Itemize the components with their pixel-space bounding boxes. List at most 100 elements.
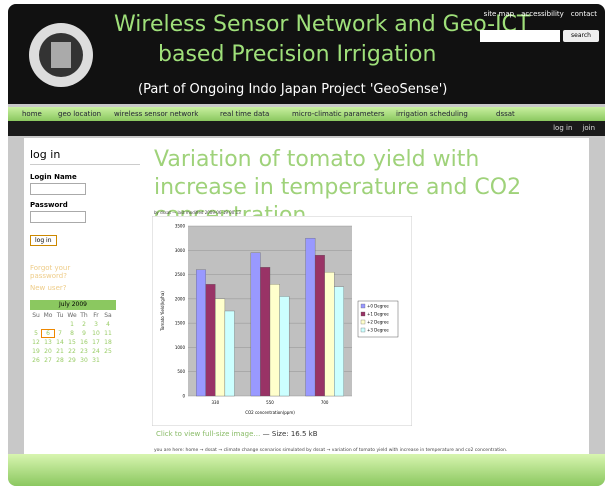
date[interactable]: 28 <box>56 357 64 364</box>
weekday: Tu <box>56 312 64 319</box>
date[interactable]: 31 <box>92 357 100 364</box>
date[interactable]: 18 <box>104 339 112 346</box>
date[interactable]: 14 <box>56 339 64 346</box>
date[interactable]: 27 <box>44 357 52 364</box>
password-input[interactable] <box>30 211 86 223</box>
search-button[interactable]: search <box>563 30 599 42</box>
bar <box>196 269 206 397</box>
date[interactable]: 24 <box>92 348 100 355</box>
calendar: July 2009 Su Mo Tu We Th Fr Sa 1 2 3 4 5 6 7 8 9 10 11 12 1… <box>30 300 116 364</box>
calendar-month: July 2009 <box>30 300 116 310</box>
legend-swatch <box>360 303 366 309</box>
y-tick-label: 0 <box>182 394 185 399</box>
date[interactable]: 29 <box>68 357 76 364</box>
date[interactable]: 30 <box>80 357 88 364</box>
login-button[interactable]: log in <box>30 235 57 246</box>
link-text[interactable]: Click to view full-size image… <box>156 430 261 438</box>
date[interactable]: 13 <box>44 339 52 346</box>
weekday: Sa <box>104 312 112 319</box>
image-size: — Size: 16.5 kB <box>262 430 318 438</box>
label: Login Name <box>30 173 77 181</box>
nav-item[interactable]: dssat <box>496 110 515 118</box>
logo <box>29 23 93 87</box>
date[interactable]: 9 <box>82 330 86 337</box>
date[interactable]: 19 <box>32 348 40 355</box>
blank <box>30 321 42 328</box>
date[interactable]: 16 <box>80 339 88 346</box>
page: Wireless Sensor Network and Geo-ICT base… <box>8 4 605 486</box>
y-tick-label: 2000 <box>175 296 186 301</box>
weekday: Mo <box>43 312 53 319</box>
nav-item[interactable]: wireless sensor network <box>114 110 199 118</box>
nav-item[interactable]: irrigation scheduling <box>396 110 468 118</box>
x-tick-label: 700 <box>321 400 329 405</box>
date[interactable]: 8 <box>70 330 74 337</box>
date[interactable]: 7 <box>58 330 62 337</box>
forgot-link[interactable]: Forgot your password? <box>30 264 71 280</box>
byline: by dssat — last modified 2009-06-19 00:1… <box>154 210 241 215</box>
nav-item[interactable]: micro-climatic parameters <box>292 110 385 118</box>
bar <box>215 298 226 397</box>
date[interactable]: 22 <box>68 348 76 355</box>
nav-item[interactable]: real time data <box>220 110 270 118</box>
date[interactable]: 25 <box>104 348 112 355</box>
y-tick-label: 2500 <box>175 272 186 277</box>
search-input[interactable] <box>480 30 560 42</box>
date[interactable]: 1 <box>70 321 74 328</box>
legend-swatch <box>360 311 366 317</box>
legend-label: +0 Degree <box>367 304 389 309</box>
sidebar-heading: log in <box>30 148 140 165</box>
link[interactable]: accessibility <box>521 10 564 18</box>
bar <box>314 254 325 397</box>
y-tick-label: 500 <box>177 369 185 374</box>
site-subtitle: (Part of Ongoing Indo Japan Project 'Geo… <box>138 82 448 97</box>
site-title: Wireless Sensor Network and Geo-ICT <box>114 12 531 37</box>
y-tick-label: 1500 <box>175 321 186 326</box>
date[interactable]: 2 <box>82 321 86 328</box>
x-axis-label: CO2 concentration(ppm) <box>245 410 295 415</box>
date[interactable]: 26 <box>32 357 40 364</box>
nav-bar: home geo location wireless sensor network r… <box>8 107 605 121</box>
date[interactable]: 6 <box>41 329 55 338</box>
new-user-link[interactable]: New user? <box>30 284 67 292</box>
login-input[interactable] <box>30 183 86 195</box>
nav-item[interactable]: home <box>22 110 42 118</box>
date[interactable]: 23 <box>80 348 88 355</box>
link[interactable]: site map <box>483 10 515 18</box>
top-links: site map accessibility contact <box>477 10 597 18</box>
header: Wireless Sensor Network and Geo-ICT base… <box>8 4 605 104</box>
date[interactable]: 12 <box>32 339 40 346</box>
date[interactable]: 4 <box>106 321 110 328</box>
bar <box>224 310 235 397</box>
date[interactable]: 20 <box>44 348 52 355</box>
legend-label: +2 Degree <box>367 320 389 325</box>
blank <box>54 321 66 328</box>
weekday: Fr <box>93 312 99 319</box>
link[interactable]: log in <box>553 124 573 132</box>
date[interactable]: 3 <box>94 321 98 328</box>
link[interactable]: join <box>582 124 595 132</box>
blank <box>42 321 54 328</box>
date[interactable]: 21 <box>56 348 64 355</box>
calendar-grid: Su Mo Tu We Th Fr Sa 1 2 3 4 5 6 7 8 9 10 11 12 13 14 15 16 17 1… <box>30 312 116 364</box>
date[interactable]: 15 <box>68 339 76 346</box>
weekday: Su <box>32 312 40 319</box>
x-tick-label: 550 <box>266 400 274 405</box>
bar <box>260 267 271 397</box>
bar <box>205 284 216 397</box>
link[interactable]: contact <box>570 10 597 18</box>
date[interactable]: 11 <box>104 330 112 337</box>
date[interactable]: 10 <box>92 330 100 337</box>
legend-label: +3 Degree <box>367 328 389 333</box>
bar <box>324 271 335 397</box>
legend-swatch <box>360 319 366 325</box>
nav-item[interactable]: geo location <box>58 110 102 118</box>
weekday: Th <box>80 312 88 319</box>
sidebar: log in Login Name Password log in Forgot… <box>30 148 140 364</box>
x-tick-label: 330 <box>212 400 220 405</box>
date[interactable]: 17 <box>92 339 100 346</box>
bar <box>269 284 280 397</box>
bar <box>250 252 261 397</box>
image-link[interactable]: Click to view full-size image… — Size: 1… <box>156 430 318 438</box>
date[interactable]: 5 <box>34 330 38 337</box>
